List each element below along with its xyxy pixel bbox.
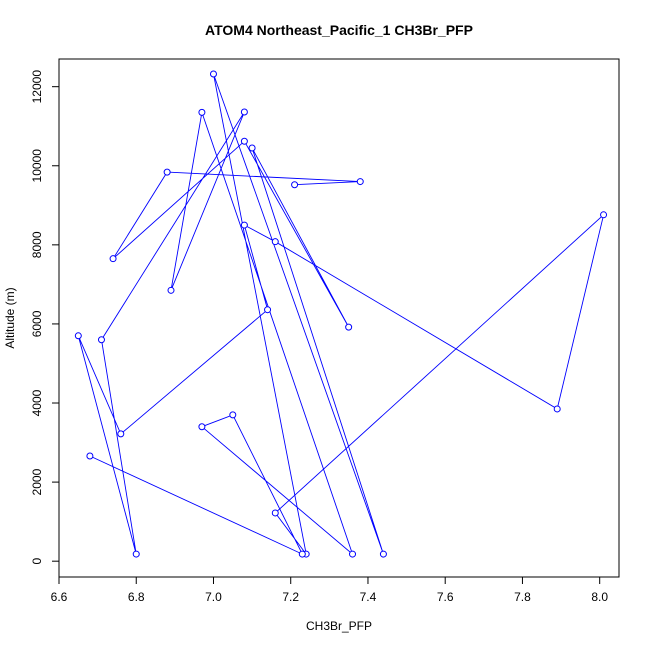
x-tick-label: 7.6 [437,590,454,604]
series-line [77,73,605,556]
y-tick-label: 6000 [30,310,44,337]
data-point [271,238,279,246]
data-point [163,168,171,176]
data-point [553,405,561,413]
x-tick-label: 6.6 [51,590,68,604]
data-point [240,137,248,145]
series-layer [74,70,608,558]
data-point [379,550,387,558]
x-axis: 6.6 6.8 7.0 7.2 7.4 7.6 7.8 8.0 [51,576,608,604]
chart-title: ATOM4 Northeast_Pacific_1 CH3Br_PFP [205,22,473,38]
data-point [97,336,105,344]
data-point [271,509,279,517]
data-point [74,332,82,340]
data-point [86,452,94,460]
data-point [109,255,117,263]
data-point [209,70,217,78]
data-point [229,411,237,419]
y-tick-label: 10000 [30,149,44,183]
data-point [248,144,256,152]
data-point [198,423,206,431]
data-point [291,181,299,189]
data-point [264,306,272,314]
y-tick-label: 2000 [30,468,44,495]
x-tick-label: 7.4 [360,590,377,604]
data-point [132,550,140,558]
data-point [349,550,357,558]
y-tick-label: 0 [30,558,44,565]
plot-frame [58,58,620,578]
data-point [345,323,353,331]
data-point [600,211,608,219]
x-tick-label: 7.0 [205,590,222,604]
x-tick-label: 7.8 [514,590,531,604]
x-axis-label: CH3Br_PFP [306,619,372,633]
data-point [240,108,248,116]
data-point [356,178,364,186]
y-tick-label: 8000 [30,231,44,258]
x-tick-label: 7.2 [282,590,299,604]
y-tick-label: 12000 [30,70,44,104]
data-point [198,108,206,116]
x-tick-label: 8.0 [591,590,608,604]
y-axis-label: Altitude (m) [3,287,17,348]
x-tick-label: 6.8 [128,590,145,604]
data-point [298,550,306,558]
data-point [167,286,175,294]
data-point [117,430,125,438]
y-axis: 0 2000 4000 6000 8000 10000 12000 [30,70,60,565]
data-point [240,221,248,229]
y-tick-label: 4000 [30,389,44,416]
